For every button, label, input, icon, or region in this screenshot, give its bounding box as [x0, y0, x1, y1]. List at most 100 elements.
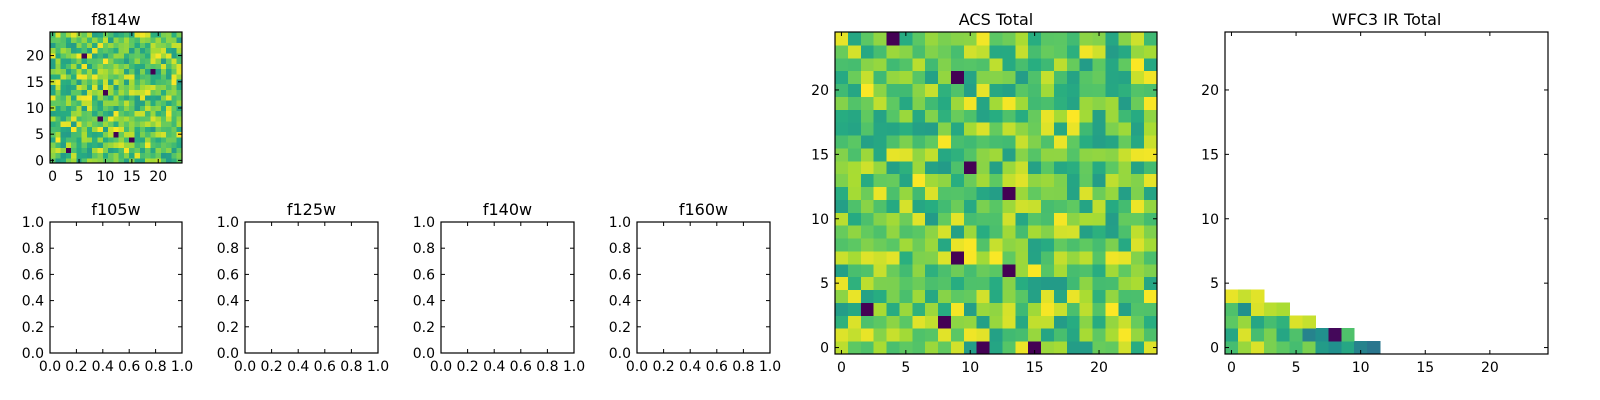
heatmap-cell	[912, 44, 926, 59]
heatmap-cell	[118, 115, 125, 122]
heatmap-cell	[976, 122, 991, 136]
heatmap-cell	[97, 47, 104, 54]
heatmap-cell	[102, 147, 109, 154]
chart-title-f140w: f140w	[483, 200, 532, 219]
axes-frame-f140w	[440, 221, 575, 354]
heatmap-cell	[129, 100, 135, 106]
heatmap-cell	[118, 32, 125, 38]
heatmap-cell	[71, 89, 77, 96]
heatmap-cell	[1066, 328, 1081, 342]
heatmap-cell	[938, 250, 952, 265]
heatmap-cell	[113, 94, 120, 101]
heatmap-cell	[976, 238, 991, 252]
heatmap-cell	[1066, 160, 1081, 175]
heatmap-cell	[1002, 122, 1016, 136]
heatmap-cell	[76, 126, 83, 133]
heatmap-cell	[886, 238, 900, 252]
heatmap-cell	[989, 147, 1003, 162]
heatmap-cell	[976, 109, 991, 123]
heatmap-cell	[139, 110, 146, 117]
heatmap-cell	[123, 73, 130, 80]
heatmap-cell	[1263, 328, 1278, 342]
heatmap-cell	[81, 126, 88, 133]
heatmap-cell	[1131, 160, 1145, 175]
heatmap-cell	[925, 109, 939, 123]
heatmap-cell	[129, 110, 135, 117]
heatmap-cell	[102, 73, 109, 80]
heatmap-cell	[1015, 173, 1029, 188]
y-tick-label: 20	[1201, 83, 1219, 99]
heatmap-cell	[86, 100, 93, 106]
heatmap-cell	[129, 73, 135, 80]
heatmap-cell	[1053, 147, 1068, 162]
x-tick-label: 0	[1227, 360, 1236, 376]
heatmap-cell	[950, 199, 965, 213]
x-tick-label: 1.0	[759, 359, 781, 375]
heatmap-cell	[847, 70, 862, 85]
heatmap-cell	[50, 84, 56, 91]
y-tick-label: 0.6	[413, 267, 435, 283]
heatmap-cell	[1002, 57, 1016, 72]
heatmap-cell	[113, 73, 120, 80]
heatmap-cell	[176, 142, 183, 148]
heatmap-cell	[925, 147, 939, 162]
heatmap-cell	[176, 73, 183, 80]
heatmap-cell	[1289, 328, 1304, 342]
heatmap-cell	[55, 100, 62, 106]
heatmap-cell	[176, 32, 183, 38]
heatmap-cell	[1225, 289, 1239, 303]
x-tick-label: 0.4	[483, 359, 505, 375]
heatmap-cell	[102, 84, 109, 91]
heatmap-cell	[134, 89, 141, 96]
heatmap-cell	[847, 135, 862, 149]
heatmap-cell	[847, 238, 862, 252]
heatmap-cell	[113, 37, 120, 43]
heatmap-cell	[81, 42, 88, 49]
chart-title-f125w: f125w	[287, 200, 336, 219]
heatmap-cell	[81, 94, 88, 101]
heatmap-cell	[925, 32, 939, 46]
heatmap-cell	[50, 121, 56, 127]
heatmap-cell	[60, 37, 67, 43]
heatmap-cell	[171, 37, 178, 43]
heatmap-cell	[1367, 341, 1381, 355]
heatmap-cell	[166, 110, 172, 117]
heatmap-cell	[160, 94, 167, 101]
heatmap-cell	[912, 341, 926, 355]
heatmap-cell	[108, 147, 114, 154]
heatmap-cell	[847, 263, 862, 278]
heatmap-cell	[847, 147, 862, 162]
heatmap-cell	[873, 225, 888, 239]
heatmap-cell	[108, 100, 114, 106]
heatmap-cell	[1002, 315, 1016, 329]
heatmap-cell	[113, 105, 120, 112]
heatmap-cell	[71, 136, 77, 143]
heatmap-cell	[1131, 173, 1145, 188]
heatmap-cell	[129, 89, 135, 96]
heatmap-cell	[1105, 70, 1119, 85]
heatmap-cell	[71, 110, 77, 117]
heatmap-cell	[1131, 96, 1145, 110]
heatmap-cell	[1315, 328, 1329, 342]
heatmap-cell	[71, 142, 77, 148]
heatmap-cell	[860, 250, 875, 265]
heatmap-cell	[1028, 199, 1042, 213]
heatmap-cell	[1053, 83, 1068, 97]
heatmap-cell	[1015, 147, 1029, 162]
heatmap-cell	[1028, 225, 1042, 239]
heatmap-cell	[1015, 109, 1029, 123]
heatmap-cell	[899, 186, 913, 200]
heatmap-cell	[86, 126, 93, 133]
heatmap-cell	[1144, 44, 1158, 59]
heatmap-cell	[102, 52, 109, 59]
heatmap-cell	[1131, 302, 1145, 316]
heatmap-cell	[1015, 96, 1029, 110]
heatmap-cell	[71, 79, 77, 85]
heatmap-cell	[129, 115, 135, 122]
heatmap-cell	[1066, 289, 1081, 303]
heatmap-cell	[976, 225, 991, 239]
heatmap-cell	[113, 136, 120, 143]
heatmap-cell	[1092, 147, 1106, 162]
heatmap-cell	[155, 110, 162, 117]
